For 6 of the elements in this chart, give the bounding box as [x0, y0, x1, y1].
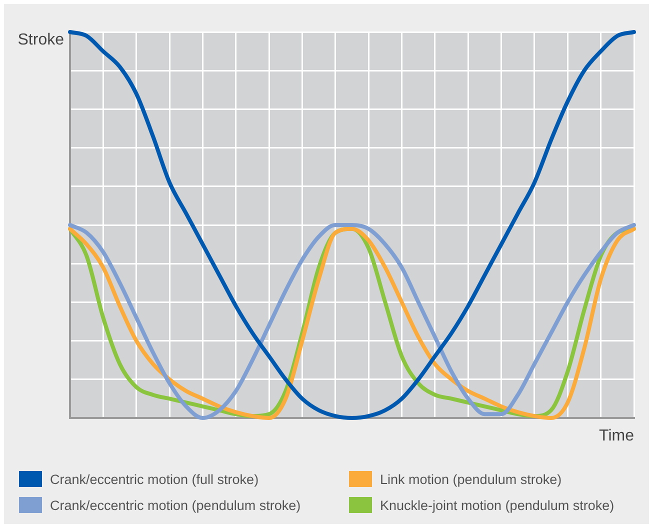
x-axis-title: Time [599, 427, 634, 444]
legend-label: Crank/eccentric motion (full stroke) [50, 472, 259, 486]
legend-label: Link motion (pendulum stroke) [380, 472, 562, 486]
legend-label: Knuckle-joint motion (pendulum stroke) [380, 498, 614, 512]
y-axis-title: Stroke [18, 31, 64, 48]
legend-label: Crank/eccentric motion (pendulum stroke) [50, 498, 301, 512]
